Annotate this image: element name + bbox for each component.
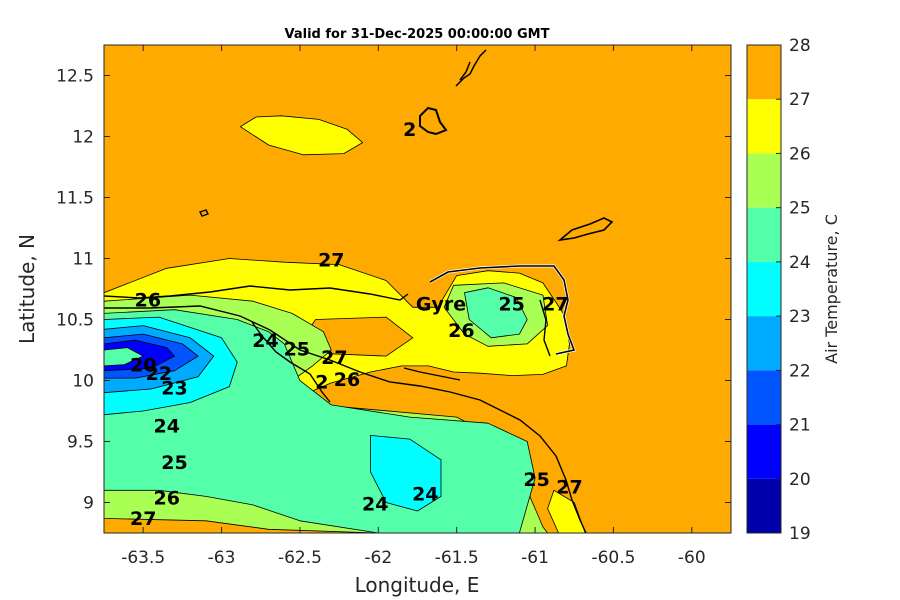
colorbar-band-23 (747, 261, 781, 317)
trinidad-east-coast (539, 299, 551, 357)
colorbar-tick-label-21: 21 (789, 416, 811, 436)
x-tick-label-4: -61.5 (435, 548, 479, 568)
colorbar-tick-label-26: 26 (789, 144, 811, 164)
x-tick-label-3: -62 (364, 548, 392, 568)
colorbar-band-22 (747, 316, 781, 371)
chart-title: Valid for 31-Dec-2025 00:00:00 GMT (285, 27, 550, 42)
contour-label-18: 24 (362, 493, 388, 515)
colorbar-band-20 (747, 424, 781, 479)
colorbar-frame (746, 44, 782, 534)
x-tick-label-0: -63.5 (121, 548, 165, 568)
y-tick-label-4: 11 (72, 250, 94, 270)
colorbar-tick-label-25: 25 (789, 199, 811, 219)
x-tick-label-1: -63 (208, 548, 236, 568)
colorbar-tick-label-27: 27 (789, 90, 811, 110)
contour-label-10: 2 (315, 371, 328, 393)
y-axis-label: Latitude, N (15, 234, 39, 344)
temperature-region-24-8 (464, 287, 528, 339)
contour-label-14: 24 (153, 415, 179, 437)
y-tick-label-0: 9 (83, 494, 94, 514)
y-tick-label-1: 9.5 (67, 433, 94, 453)
contour-label-1: 26 (135, 290, 161, 312)
y-axis: 9 9.5 10 10.5 11 11.5 12 12.5 (56, 67, 731, 514)
temperature-regions (104, 115, 586, 533)
x-tick-label-2: -62.5 (278, 548, 322, 568)
colorbar-tick-label-19: 19 (789, 524, 811, 544)
colorbar-band-26 (747, 99, 781, 154)
contour-label-8: 27 (321, 347, 347, 369)
plot-frame (103, 44, 732, 534)
tobago-coastline (557, 217, 614, 242)
contour-label-5: 26 (448, 320, 474, 342)
margarita-island (199, 209, 209, 217)
contour-label-3: 25 (498, 293, 524, 315)
colorbar-tick-label-22: 22 (789, 361, 811, 381)
grenada-coastline (419, 106, 448, 136)
contour-label-17: 27 (130, 508, 156, 530)
x-tick-label-7: -60 (678, 548, 706, 568)
colorbar-tick-label-23: 23 (789, 307, 811, 327)
colorbar-label: Air Temperature, C (822, 214, 841, 364)
contour-label-4: 27 (542, 293, 568, 315)
colorbar-band-21 (747, 370, 781, 425)
paria-peninsula (251, 321, 331, 403)
contour-label-2: Gyre (416, 293, 466, 315)
x-axis-label: Longitude, E (355, 573, 480, 597)
colorbar-band-27 (747, 45, 781, 100)
colorbar-tick-label-28: 28 (789, 36, 811, 56)
contour-label-20: 25 (523, 469, 549, 491)
y-tick-label-3: 10.5 (56, 311, 94, 331)
contour-label-9: 26 (334, 369, 360, 391)
colorbar: 19 20 21 22 23 24 25 26 27 28 (746, 36, 811, 544)
trinidad-coastline-inner (429, 265, 576, 355)
contour-label-16: 26 (153, 487, 179, 509)
contour-label-7: 25 (284, 339, 310, 361)
contour-label-19: 24 (412, 484, 438, 506)
grenadines-coastline (455, 49, 487, 87)
contour-label-0: 27 (318, 249, 344, 271)
y-tick-label-5: 11.5 (56, 189, 94, 209)
contour-label-6: 24 (252, 330, 278, 352)
coastlines (104, 49, 614, 533)
colorbar-band-24 (747, 207, 781, 262)
x-tick-label-6: -60.5 (591, 548, 635, 568)
y-tick-label-7: 12.5 (56, 67, 94, 87)
contour-label-12: 22 (146, 363, 172, 385)
temperature-region-26-0 (239, 115, 364, 156)
temperature-region-23-10 (370, 434, 442, 512)
contour-label-11: 20 (130, 354, 156, 376)
colorbar-band-19 (747, 478, 781, 533)
contour-label-21: 27 (556, 476, 582, 498)
contour-label-13: 23 (161, 378, 187, 400)
y-tick-label-2: 10 (72, 372, 94, 392)
contour-label-15: 25 (161, 452, 187, 474)
y-tick-label-6: 12 (72, 128, 94, 148)
x-axis: -63.5 -63 -62.5 -62 -61.5 -61 -60.5 -60 (121, 45, 706, 568)
contour-label-22: 2 (403, 119, 416, 141)
colorbar-band-25 (747, 153, 781, 208)
temperature-region-24-14 (104, 347, 144, 367)
colorbar-tick-label-20: 20 (789, 470, 811, 490)
venezuela-coastline (104, 285, 587, 533)
colorbar-tick-label-24: 24 (789, 253, 811, 273)
x-tick-label-5: -61 (521, 548, 549, 568)
